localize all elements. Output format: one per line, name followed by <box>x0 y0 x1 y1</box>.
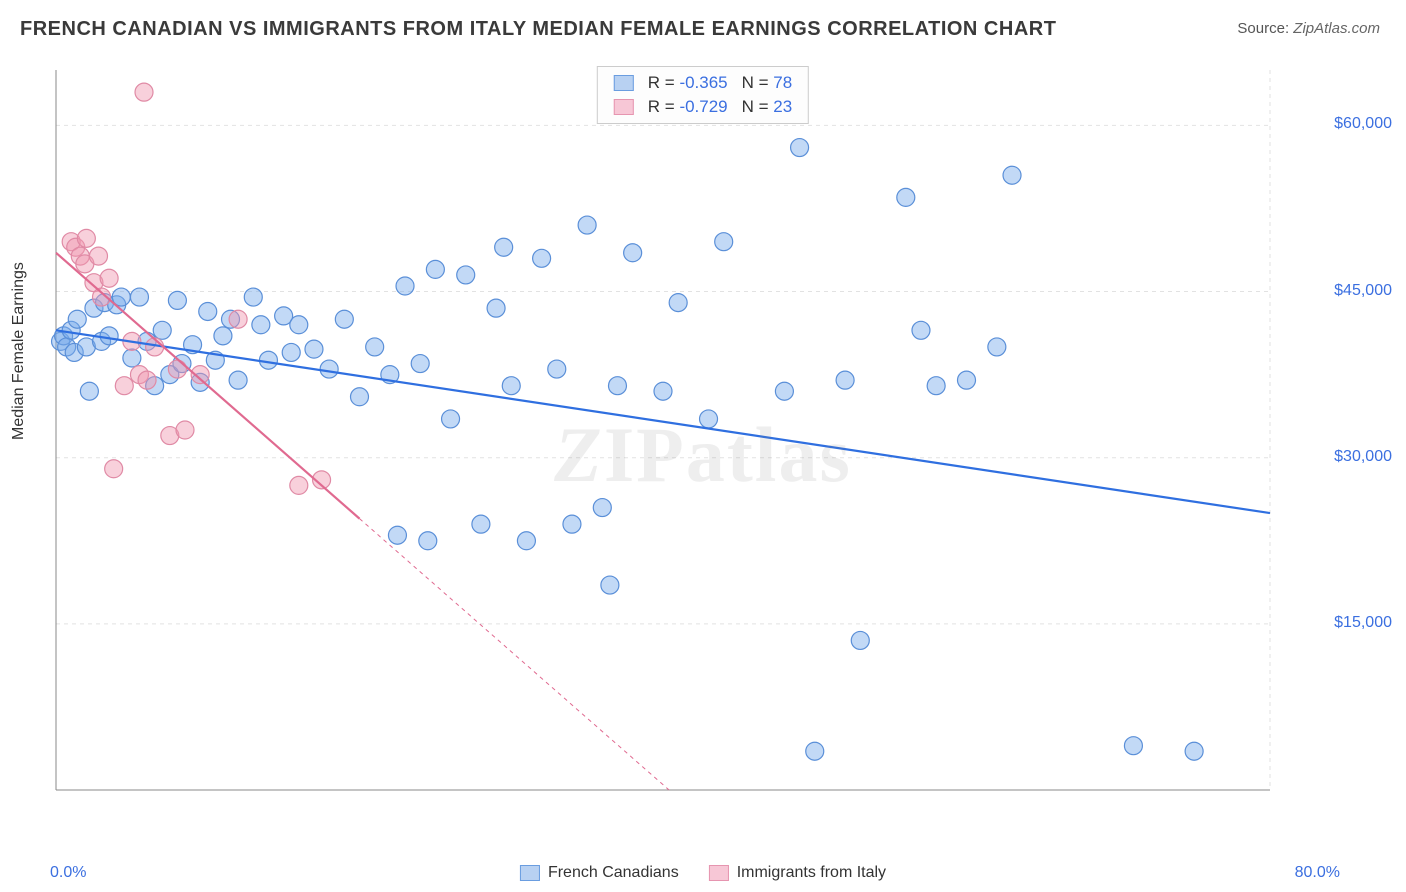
source-label: Source: <box>1237 20 1289 37</box>
legend-item-series-0: French Canadians <box>520 864 679 882</box>
series-label-1: Immigrants from Italy <box>737 864 886 882</box>
source-value: ZipAtlas.com <box>1293 20 1380 37</box>
y-tick-label: $30,000 <box>1334 448 1392 466</box>
r-value-0: -0.365 <box>679 73 727 92</box>
r-value-1: -0.729 <box>679 97 727 116</box>
swatch-bottom-0 <box>520 865 540 881</box>
n-value-1: 23 <box>773 97 792 116</box>
y-axis-label: Median Female Earnings <box>10 262 28 440</box>
chart-title: FRENCH CANADIAN VS IMMIGRANTS FROM ITALY… <box>20 18 1056 41</box>
x-tick-min: 0.0% <box>50 864 86 882</box>
correlation-legend: R = -0.365 N = 78 R = -0.729 N = 23 <box>597 66 809 124</box>
correlation-chart-container: FRENCH CANADIAN VS IMMIGRANTS FROM ITALY… <box>0 0 1406 892</box>
y-tick-label: $60,000 <box>1334 115 1392 133</box>
legend-row-series-1: R = -0.729 N = 23 <box>614 95 792 119</box>
y-tick-label: $15,000 <box>1334 614 1392 632</box>
swatch-series-0 <box>614 75 634 91</box>
x-tick-max: 80.0% <box>1295 864 1340 882</box>
series-label-0: French Canadians <box>548 864 679 882</box>
swatch-bottom-1 <box>709 865 729 881</box>
n-value-0: 78 <box>773 73 792 92</box>
legend-item-series-1: Immigrants from Italy <box>709 864 886 882</box>
scatter-plot <box>50 60 1330 820</box>
legend-row-series-0: R = -0.365 N = 78 <box>614 71 792 95</box>
source-attribution: Source: ZipAtlas.com <box>1237 20 1380 37</box>
series-legend: French Canadians Immigrants from Italy <box>520 864 886 882</box>
y-tick-label: $45,000 <box>1334 282 1392 300</box>
swatch-series-1 <box>614 99 634 115</box>
